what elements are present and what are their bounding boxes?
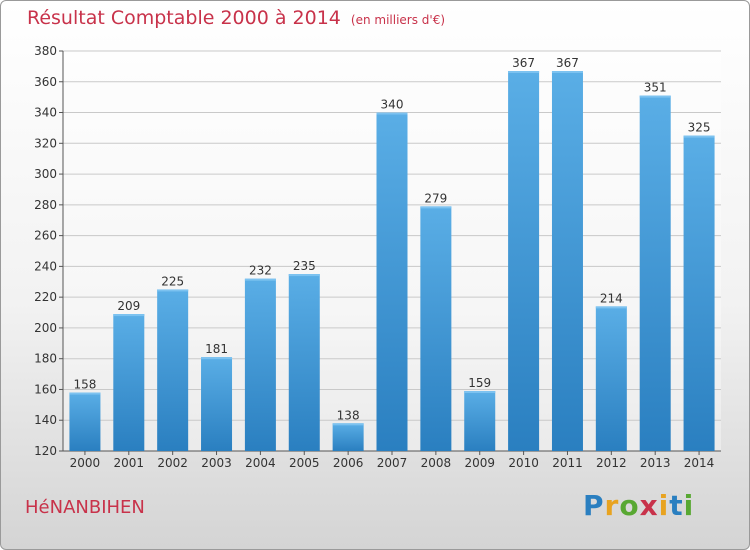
x-tick-label: 2004 [245, 456, 276, 470]
bar-value-label: 279 [424, 191, 447, 205]
bar-highlight [288, 274, 320, 277]
bar [288, 274, 320, 451]
y-tick-label: 260 [34, 229, 57, 243]
commune-name: HéNANBIHEN [25, 497, 145, 518]
y-tick-label: 220 [34, 290, 57, 304]
bar-value-label: 181 [205, 342, 228, 356]
y-tick-label: 380 [34, 44, 57, 58]
logo-letter: t [669, 489, 684, 522]
logo-letter: i [683, 489, 695, 522]
logo-letter: i [658, 489, 670, 522]
bar-value-label: 159 [468, 376, 491, 390]
bar-value-label: 340 [381, 98, 404, 112]
y-tick-label: 240 [34, 259, 57, 273]
bar-highlight [376, 112, 408, 115]
bar [551, 71, 583, 451]
y-tick-label: 340 [34, 106, 57, 120]
bar-value-label: 351 [644, 81, 667, 95]
bar-highlight [244, 278, 276, 281]
proxiti-logo: Proxiti [583, 489, 694, 522]
bar-value-label: 225 [161, 274, 184, 288]
y-tick-label: 280 [34, 198, 57, 212]
y-tick-label: 360 [34, 75, 57, 89]
bar-highlight [157, 289, 189, 292]
bar-value-label: 214 [600, 291, 623, 305]
bar [157, 289, 189, 451]
x-tick-label: 2014 [684, 456, 715, 470]
x-tick-label: 2009 [464, 456, 495, 470]
bar [69, 392, 101, 451]
x-tick-label: 2005 [289, 456, 320, 470]
bar [464, 391, 496, 451]
bar-highlight [201, 357, 233, 360]
bar-highlight [69, 392, 101, 395]
y-tick-label: 320 [34, 136, 57, 150]
x-tick-label: 2011 [552, 456, 583, 470]
x-tick-label: 2002 [157, 456, 188, 470]
bar [420, 206, 452, 451]
chart-title: Résultat Comptable 2000 à 2014 [27, 7, 341, 29]
bar [595, 306, 627, 451]
logo-letter: o [619, 489, 640, 522]
x-tick-label: 2000 [70, 456, 101, 470]
x-tick-label: 2010 [508, 456, 539, 470]
bar [244, 278, 276, 451]
logo-letter: P [583, 489, 605, 522]
bar-highlight [464, 391, 496, 393]
bar-value-label: 367 [512, 56, 535, 70]
y-tick-label: 140 [34, 413, 57, 427]
y-tick-label: 120 [34, 444, 57, 458]
x-tick-label: 2006 [333, 456, 364, 470]
bar-value-label: 325 [688, 121, 711, 135]
logo-letter: x [639, 489, 659, 522]
bar [508, 71, 540, 451]
bar-value-label: 138 [337, 408, 360, 422]
bar-highlight [639, 95, 671, 98]
bar [113, 314, 145, 451]
bar-highlight [508, 71, 540, 73]
bar [376, 112, 408, 452]
bar-highlight [113, 314, 145, 317]
y-tick-label: 180 [34, 352, 57, 366]
bar-highlight [551, 71, 583, 73]
bar-highlight [420, 206, 452, 209]
chart-title-block: Résultat Comptable 2000 à 2014 (en millie… [27, 7, 445, 29]
y-tick-label: 300 [34, 167, 57, 181]
x-tick-label: 2008 [421, 456, 452, 470]
chart-unit: (en milliers d'€) [350, 13, 446, 27]
bar [332, 423, 364, 451]
y-tick-label: 160 [34, 382, 57, 396]
bar-value-label: 158 [73, 378, 96, 392]
x-tick-label: 2013 [640, 456, 671, 470]
bar-highlight [595, 306, 627, 309]
bar-value-label: 209 [117, 299, 140, 313]
x-tick-label: 2003 [201, 456, 232, 470]
bar-value-label: 235 [293, 259, 316, 273]
bar-value-label: 232 [249, 264, 272, 278]
logo-letter: r [604, 489, 620, 522]
x-tick-label: 2007 [377, 456, 408, 470]
x-tick-label: 2001 [114, 456, 145, 470]
bar [639, 95, 671, 451]
bar-value-label: 367 [556, 56, 579, 70]
bar [683, 135, 715, 451]
x-tick-label: 2012 [596, 456, 627, 470]
y-tick-label: 200 [34, 321, 57, 335]
bar [201, 357, 233, 451]
bar-highlight [683, 135, 715, 138]
bar-highlight [332, 423, 364, 426]
